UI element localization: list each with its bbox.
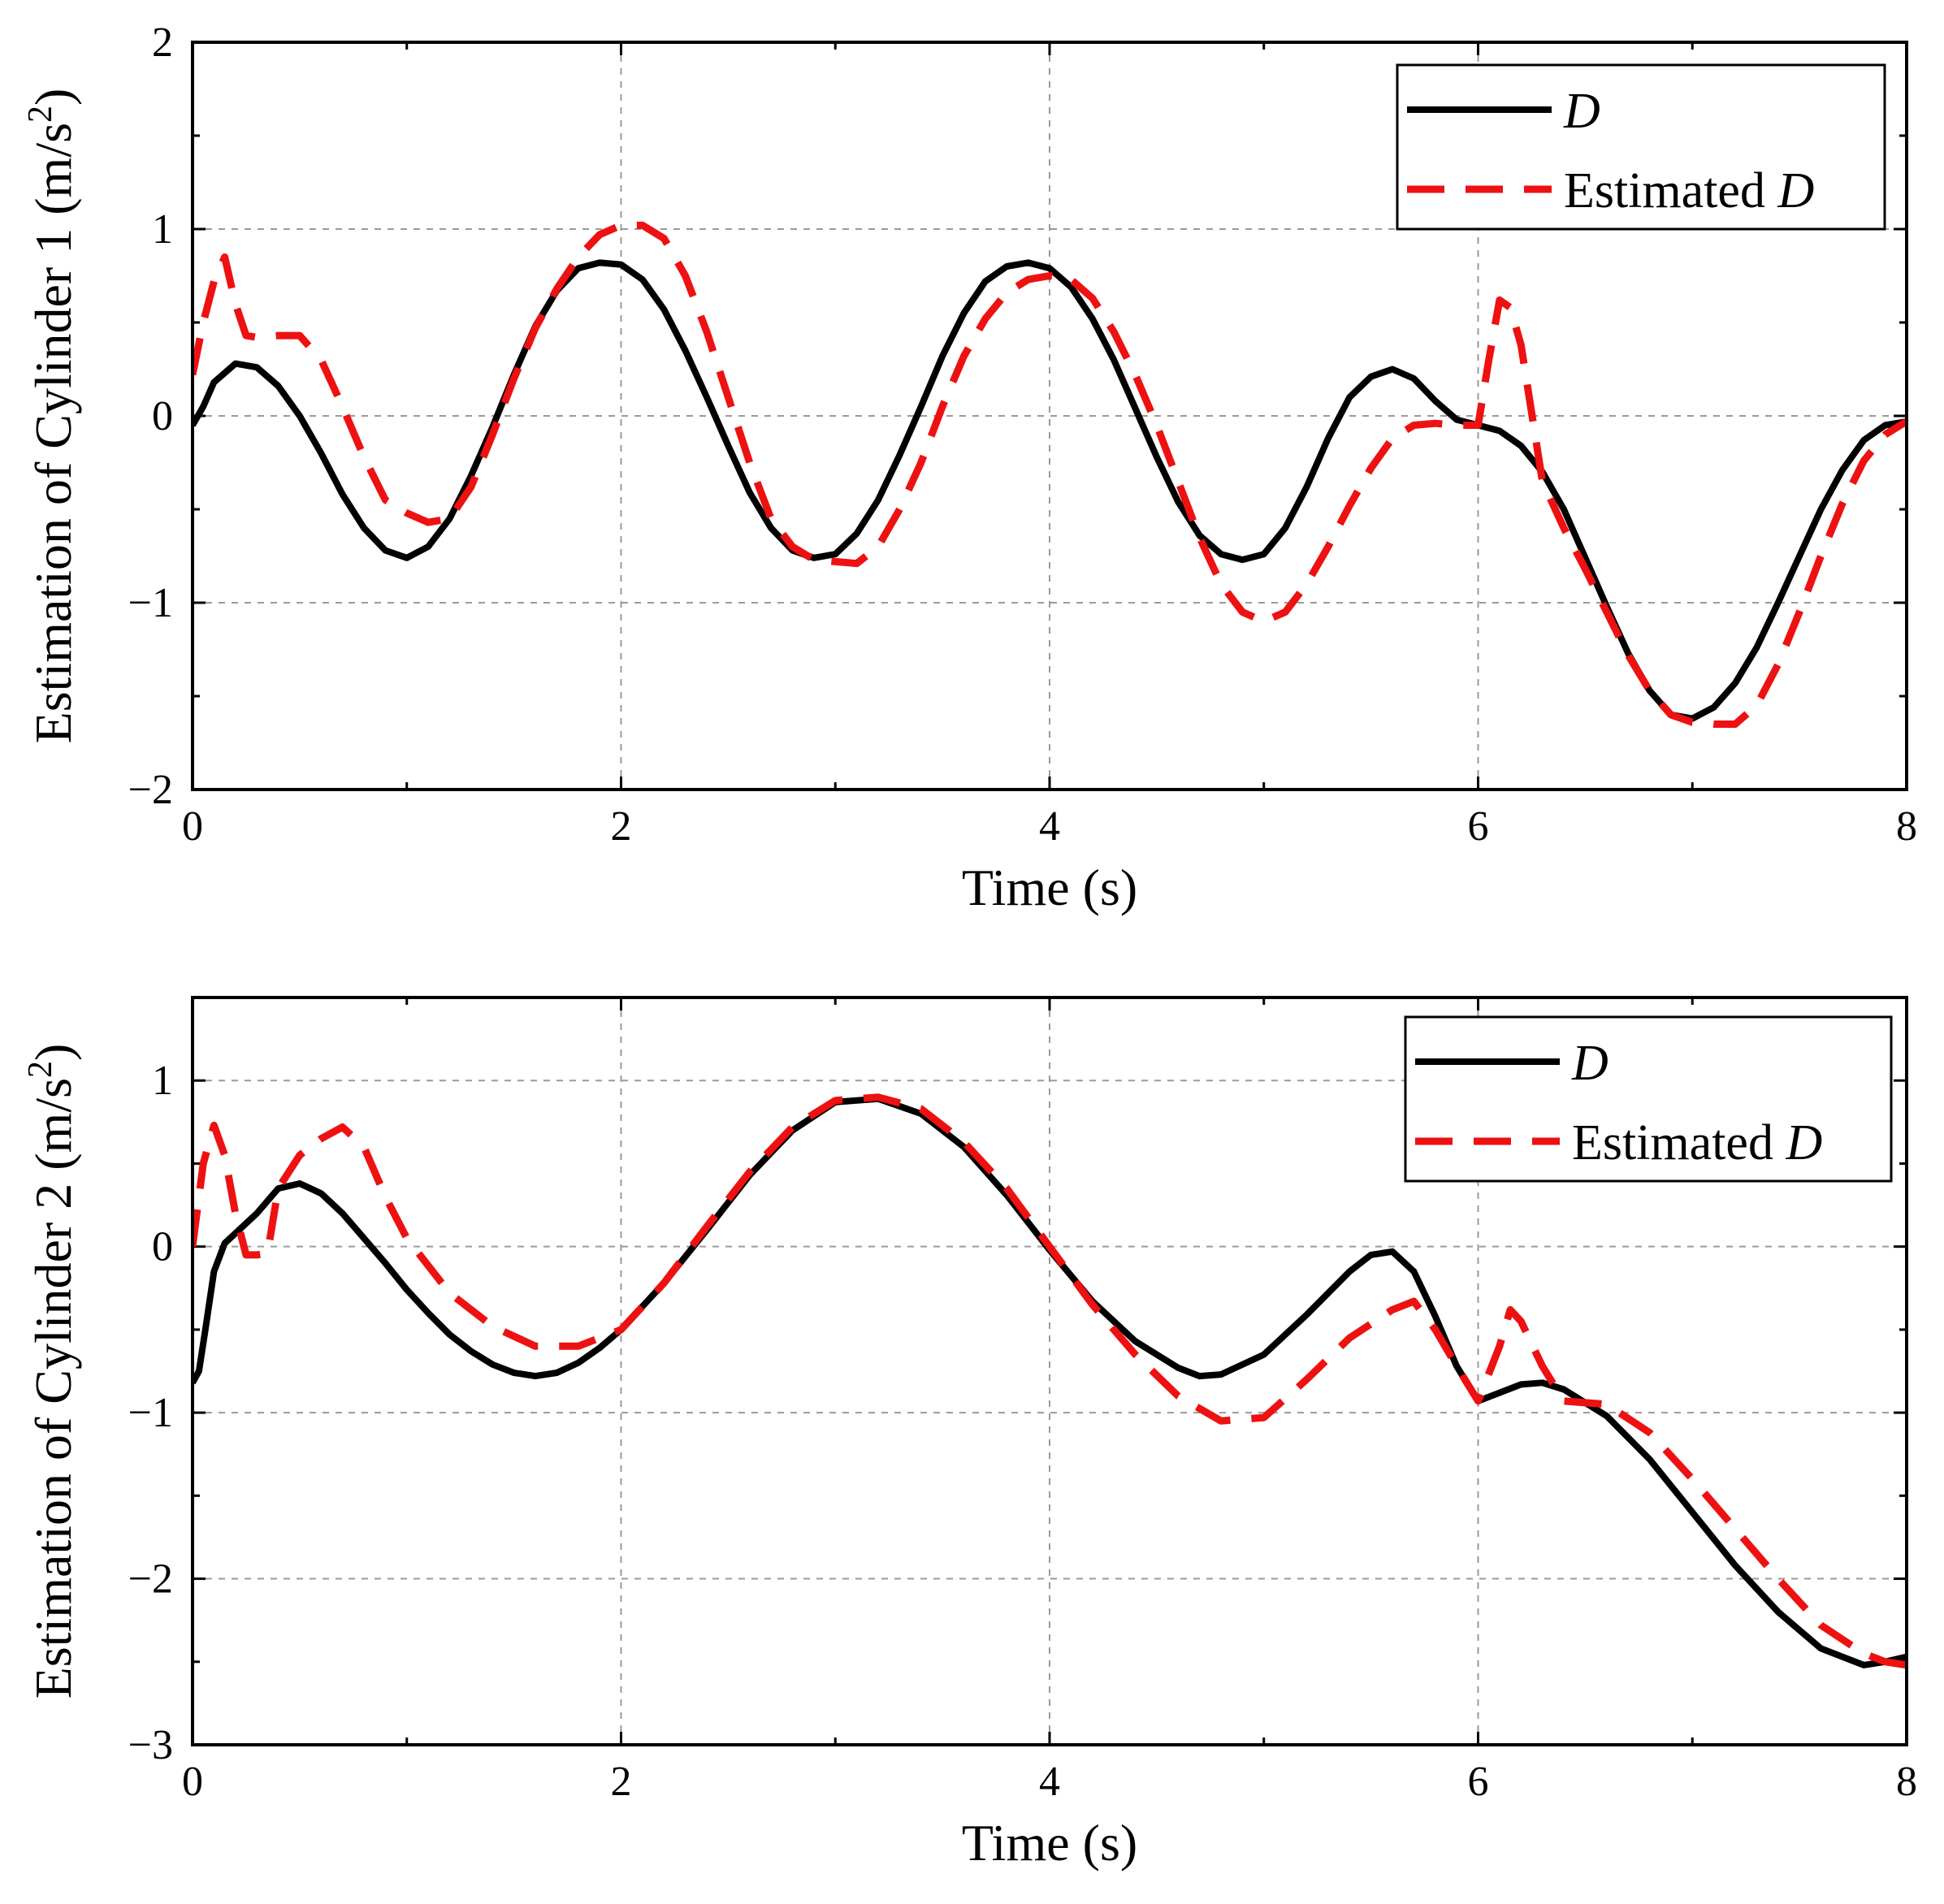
y-axis-title-close: ) [24, 89, 82, 106]
legend-box [1404, 1015, 1893, 1183]
x-tick-label: 2 [611, 1759, 632, 1805]
y-axis-title-text: Estimation of Cylinder 2 (m/s [24, 1078, 82, 1698]
x-tick-label: 0 [182, 803, 203, 850]
legend-label: Estimated D [1564, 163, 1814, 219]
series-line-estimated-d [193, 1093, 1907, 1669]
y-tick-label: 0 [152, 1224, 173, 1270]
plot-frame [191, 996, 1908, 1746]
legend-label: Estimated D [1572, 1115, 1822, 1171]
y-tick-label: −1 [128, 1390, 173, 1436]
y-tick-label: 1 [152, 1058, 173, 1104]
y-tick-label: 1 [152, 206, 173, 253]
y-axis-title-superscript: 2 [22, 106, 59, 123]
y-axis-title-text: Estimation of Cylinder 1 (m/s [24, 123, 82, 743]
legend-label: D [1571, 1036, 1608, 1091]
y-tick-label: −2 [128, 1556, 173, 1603]
y-axis-title-superscript: 2 [22, 1061, 59, 1078]
x-axis-title: Time (s) [962, 1814, 1137, 1872]
legend-label-italic: D [1777, 163, 1814, 219]
series-line-estimated-d [193, 221, 1907, 728]
x-tick-label: 4 [1039, 1759, 1060, 1805]
x-tick-label: 8 [1896, 1759, 1917, 1805]
y-tick-label: −1 [128, 580, 173, 626]
legend-label-italic: D [1563, 84, 1600, 139]
y-axis-title: Estimation of Cylinder 1 (m/s2) [22, 89, 82, 744]
legend-label-prefix: Estimated [1572, 1115, 1786, 1171]
x-tick-label: 4 [1039, 803, 1060, 850]
y-tick-label: −2 [128, 767, 173, 813]
series-line-d [193, 1095, 1907, 1668]
chart-panel-cylinder-2: 0 2 4 6 8 −3 −2 −1 0 1 Time (s) Estimation of Cylin… [22, 996, 1917, 1872]
x-axis-title: Time (s) [962, 859, 1137, 916]
y-axis-title: Estimation of Cylinder 2 (m/s2) [22, 1044, 82, 1699]
y-axis-title-close: ) [24, 1044, 82, 1061]
x-tick-label: 0 [182, 1759, 203, 1805]
y-tick-label: 0 [152, 393, 173, 439]
x-tick-label: 6 [1468, 1759, 1489, 1805]
chart-panel-cylinder-1: 0 2 4 6 8 −2 −1 0 1 2 Time (s) Estimation of Cylind… [22, 19, 1917, 916]
y-tick-label: −3 [128, 1722, 173, 1768]
x-tick-label: 6 [1468, 803, 1489, 850]
plot-frame [191, 41, 1908, 791]
legend-label-italic: D [1785, 1115, 1822, 1171]
legend-box [1396, 63, 1886, 231]
legend-label-italic: D [1571, 1036, 1608, 1091]
legend-label-prefix: Estimated [1564, 163, 1777, 219]
y-tick-label: 2 [152, 19, 173, 66]
x-tick-label: 2 [611, 803, 632, 850]
legend-label: D [1563, 84, 1600, 139]
x-tick-label: 8 [1896, 803, 1917, 850]
